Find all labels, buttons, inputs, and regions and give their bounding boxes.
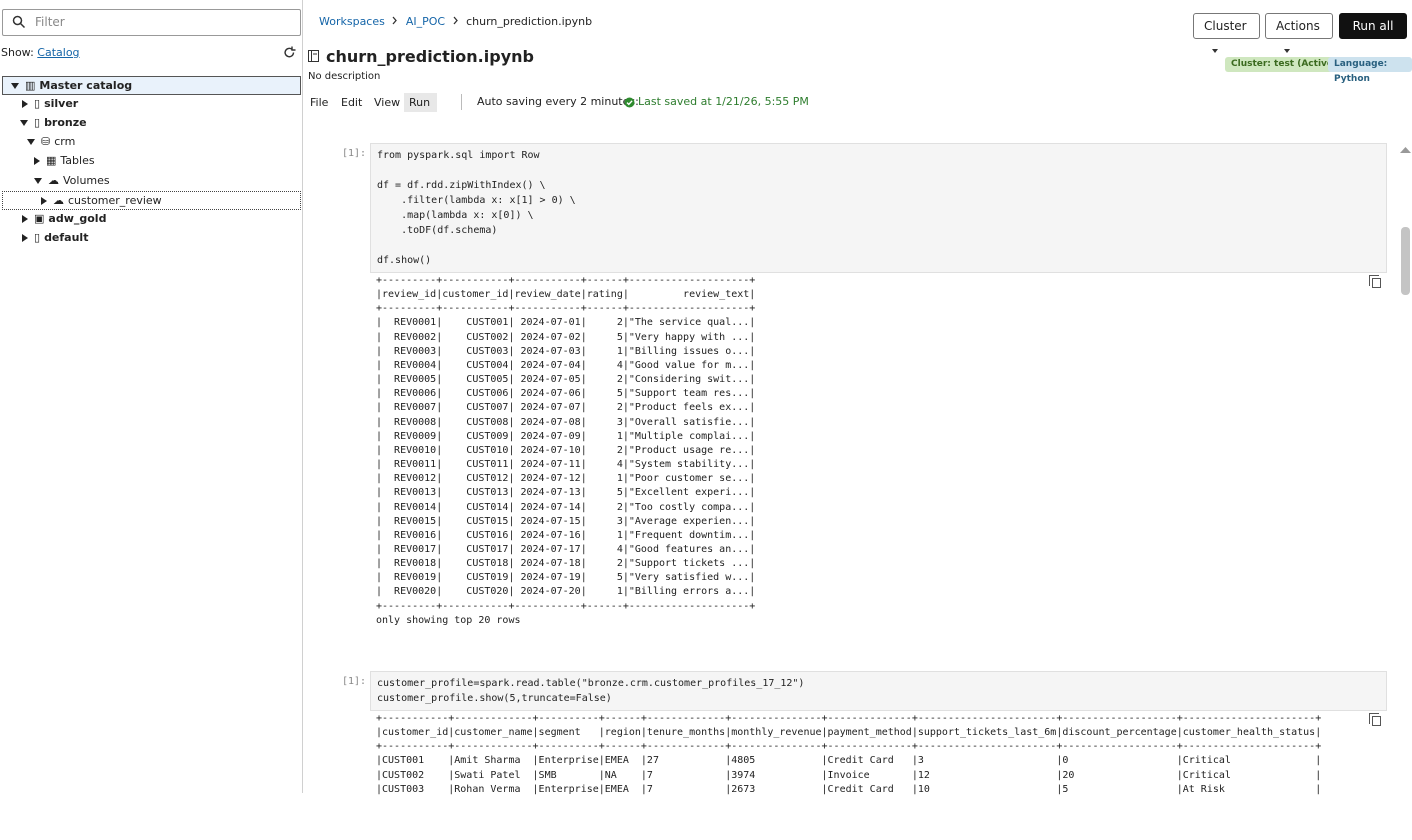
tree-label: bronze (44, 116, 87, 129)
menu-item[interactable]: Run (404, 93, 437, 112)
button-label: Actions (1276, 19, 1320, 33)
catalog-link[interactable]: Catalog (37, 46, 80, 59)
tree-item[interactable]: ▯ silver (2, 95, 301, 114)
button-label: Cluster (1204, 19, 1247, 33)
tree-item[interactable]: ▦ Tables (2, 152, 301, 171)
language-badge: Language: Python (1328, 57, 1412, 84)
cluster-badge: Cluster: test (Active) (1225, 57, 1344, 72)
chevron (392, 16, 398, 25)
tree-item[interactable]: ▯ bronze (2, 114, 301, 133)
tree-item[interactable]: ▣ adw_gold (2, 210, 301, 229)
cell-code[interactable]: from pyspark.sql import Row df = df.rdd.… (370, 143, 1387, 273)
breadcrumb: churn_prediction.ipynb (466, 15, 593, 28)
tree-label: customer_review (68, 194, 162, 207)
cell-code[interactable]: customer_profile=spark.read.table("bronz… (370, 670, 1387, 711)
breadcrumb[interactable]: Workspaces (319, 15, 385, 28)
tree-label: crm (54, 135, 76, 148)
menu-separator (461, 94, 462, 110)
tree-label: silver (44, 97, 79, 110)
menu-item[interactable]: View (374, 96, 401, 109)
cells: [1]: from pyspark.sql import Row df = df.… (303, 143, 1393, 840)
breadcrumb[interactable]: AI_POC (405, 15, 446, 28)
output-text: +---------+-----------+-----------+-----… (376, 275, 756, 626)
notebook-cell: [1]: customer_profile=spark.read.table("b… (303, 670, 1393, 797)
tree-label: adw_gold (48, 212, 107, 225)
output-text: +-----------+-------------+----------+--… (376, 712, 1322, 795)
tree-label: Master catalog (39, 79, 133, 92)
filter-placeholder: Filter (35, 15, 65, 29)
notebook-title: churn_prediction.ipynb (326, 47, 534, 66)
notebook-page: Filter Show: Catalog ▥ Master catalog ▯ si… (0, 0, 1412, 795)
show-label: Show: (1, 46, 34, 59)
tree-item[interactable]: ☁ customer_review (2, 191, 301, 210)
menu-item[interactable]: File (310, 96, 329, 109)
search-icon (12, 15, 26, 29)
cell-output: +-----------+-------------+----------+--… (376, 712, 1393, 797)
copy-button[interactable] (1369, 275, 1381, 288)
autosave-label: Auto saving every 2 minutes: (477, 95, 639, 108)
button-label: Run all (1352, 19, 1394, 33)
notebook-icon (308, 50, 319, 62)
notebook-cell: [1]: from pyspark.sql import Row df = df.… (303, 143, 1393, 628)
tree-item[interactable]: ⛁ crm (2, 133, 301, 152)
tree-label: Tables (60, 154, 95, 167)
catalog-sidebar: Filter Show: Catalog ▥ Master catalog ▯ si… (0, 0, 303, 793)
scrollbar[interactable] (1399, 141, 1412, 301)
cluster-button[interactable]: Cluster (1193, 13, 1260, 53)
copy-button[interactable] (1369, 712, 1381, 726)
saved-icon (624, 97, 635, 108)
actions-button[interactable]: Actions (1265, 13, 1333, 53)
tree-label: Volumes (63, 174, 110, 187)
run-all-button[interactable]: Run all (1339, 13, 1407, 39)
breadcrumbs: Workspaces AI_POC churn_prediction.ipynb (319, 15, 592, 28)
refresh-icon[interactable] (283, 46, 296, 59)
last-saved: Last saved at 1/21/26, 5:55 PM (638, 95, 809, 108)
filter-input[interactable]: Filter (2, 9, 301, 36)
notebook-description: No description (308, 71, 381, 82)
tree-label: default (44, 231, 89, 244)
show-row: Show: Catalog (1, 46, 80, 59)
cell-prompt: [1]: (342, 675, 367, 687)
chevron (453, 16, 458, 25)
menu-item[interactable]: Edit (341, 96, 363, 109)
tree-item[interactable]: ▥ Master catalog (2, 76, 301, 95)
tree-item[interactable]: ☁ Volumes (2, 172, 301, 191)
cell-output: +---------+-----------+-----------+-----… (376, 274, 1393, 628)
tree-item[interactable]: ▯ default (2, 229, 301, 248)
cell-prompt: [1]: (342, 148, 367, 159)
